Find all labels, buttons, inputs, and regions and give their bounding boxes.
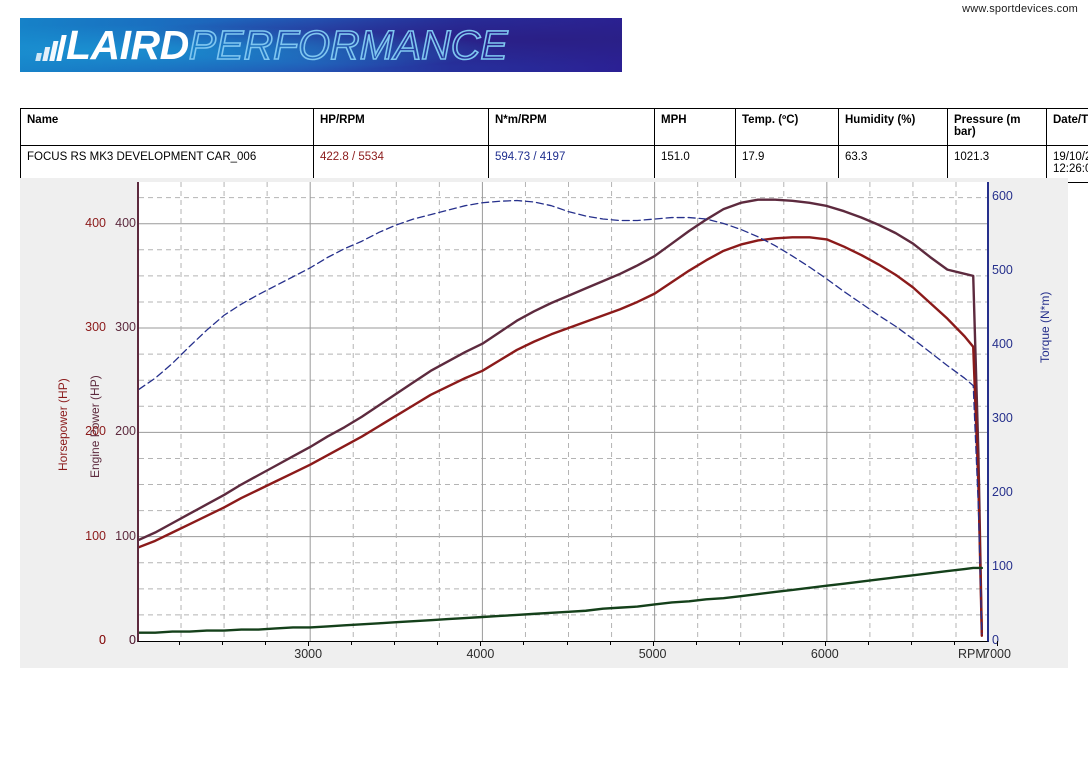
plot-inner xyxy=(139,182,987,641)
tick-mark-minor-rpm-4250 xyxy=(523,641,525,645)
logo-secondary-text: PERFORMANCE xyxy=(188,21,509,69)
cell-humidity: 63.3 xyxy=(838,145,948,183)
tick-mark-minor-rpm-3750 xyxy=(437,641,439,645)
dyno-chart: Horsepower (HP) Engine Power (HP) Torque… xyxy=(20,178,1068,668)
tick-horsepower-100: 100 xyxy=(85,528,106,543)
tick-rpm-4000: 4000 xyxy=(466,647,495,661)
plot-area xyxy=(137,182,989,642)
tick-horsepower-400: 400 xyxy=(85,215,106,230)
plot-curves xyxy=(139,198,984,637)
column-header-hp-rpm: HP/RPM xyxy=(313,108,489,146)
tick-mark-minor-rpm-6500 xyxy=(910,641,912,645)
tick-mark-minor-rpm-5500 xyxy=(738,641,740,645)
tick-torque-600: 600 xyxy=(992,188,1013,203)
curve-torque-n-m xyxy=(139,199,983,635)
tick-engine-power-300: 300 xyxy=(115,320,136,335)
tick-mark-rpm-3000 xyxy=(308,641,310,646)
tick-engine-power-0: 0 xyxy=(129,633,136,647)
tick-horsepower-300: 300 xyxy=(85,320,106,335)
tick-engine-power-200: 200 xyxy=(115,424,136,439)
axis-title-rpm: RPM xyxy=(958,647,986,661)
bar-chart-icon xyxy=(35,35,67,61)
axis-title-horsepower: Horsepower (HP) xyxy=(56,378,70,471)
column-header-date-time: Date/Time xyxy=(1046,108,1088,146)
tick-torque-0: 0 xyxy=(992,633,999,647)
cell-nm-rpm: 594.73 / 4197 xyxy=(488,145,655,183)
tick-mark-minor-rpm-2750 xyxy=(265,641,267,645)
column-header-name: Name xyxy=(20,108,314,146)
column-header-nm-rpm: N*m/RPM xyxy=(488,108,655,146)
tick-mark-minor-rpm-5250 xyxy=(695,641,697,645)
tick-mark-minor-rpm-4750 xyxy=(609,641,611,645)
tick-mark-rpm-5000 xyxy=(652,641,654,646)
tick-horsepower-zero-corner: 0 xyxy=(99,633,106,647)
column-header-mph: MPH xyxy=(654,108,736,146)
tick-torque-500: 500 xyxy=(992,262,1013,277)
tick-engine-power-100: 100 xyxy=(115,528,136,543)
tick-mark-minor-rpm-4500 xyxy=(566,641,568,645)
site-url-text: www.sportdevices.com xyxy=(962,3,1078,15)
cell-date-time: 19/10/2022 12:26:08 xyxy=(1046,145,1088,183)
tick-mark-minor-rpm-3500 xyxy=(394,641,396,645)
tick-rpm-3000: 3000 xyxy=(294,647,323,661)
tick-mark-minor-rpm-3250 xyxy=(351,641,353,645)
logo-primary-text: LAIRD xyxy=(66,22,189,68)
tick-mark-minor-rpm-6250 xyxy=(867,641,869,645)
tick-mark-minor-rpm-6750 xyxy=(954,641,955,645)
curve-horsepower-hp xyxy=(139,236,984,637)
tick-rpm-5000: 5000 xyxy=(638,647,667,661)
tick-torque-400: 400 xyxy=(992,336,1013,351)
cell-pressure: 1021.3 xyxy=(947,145,1047,183)
tick-mark-rpm-6000 xyxy=(824,641,826,646)
plot-gridlines xyxy=(139,182,987,641)
curve-engine-power-hp xyxy=(139,198,984,634)
table-header-row: Name HP/RPM N*m/RPM MPH Temp. (ºC) Humid… xyxy=(20,108,1088,146)
tick-rpm-7000: 7000 xyxy=(983,647,1011,661)
tick-mark-rpm-4000 xyxy=(480,641,482,646)
tick-horsepower-200: 200 xyxy=(85,424,106,439)
tick-engine-power-zero-corner: 0 xyxy=(129,633,136,647)
tick-torque-200: 200 xyxy=(992,484,1013,499)
tick-torque-100: 100 xyxy=(992,558,1013,573)
column-header-humidity: Humidity (%) xyxy=(838,108,948,146)
logo-text: LAIRDPERFORMANCE xyxy=(35,21,509,69)
tick-mark-minor-rpm-2250 xyxy=(179,641,181,645)
tick-mark-minor-rpm-5750 xyxy=(781,641,783,645)
cell-mph: 151.0 xyxy=(654,145,736,183)
tick-torque-300: 300 xyxy=(992,410,1013,425)
tick-rpm-6000: 6000 xyxy=(810,647,839,661)
column-header-temp: Temp. (ºC) xyxy=(735,108,839,146)
cell-hp-rpm: 422.8 / 5534 xyxy=(313,145,489,183)
tick-engine-power-400: 400 xyxy=(115,215,136,230)
cell-name: FOCUS RS MK3 DEVELOPMENT CAR_006 xyxy=(20,145,314,183)
tick-horsepower-0: 0 xyxy=(99,633,106,647)
axis-title-torque: Torque (N*m) xyxy=(1038,291,1052,363)
laird-performance-logo-banner: LAIRDPERFORMANCE xyxy=(20,18,622,72)
cell-temp: 17.9 xyxy=(735,145,839,183)
tick-mark-rpm-7000 xyxy=(997,641,999,646)
table-row: FOCUS RS MK3 DEVELOPMENT CAR_006 422.8 /… xyxy=(20,145,1088,183)
run-info-table: Name HP/RPM N*m/RPM MPH Temp. (ºC) Humid… xyxy=(20,108,1088,183)
column-header-pressure: Pressure (m bar) xyxy=(947,108,1047,146)
tick-mark-minor-rpm-2500 xyxy=(222,641,224,645)
curve-losses-hp xyxy=(139,566,984,634)
